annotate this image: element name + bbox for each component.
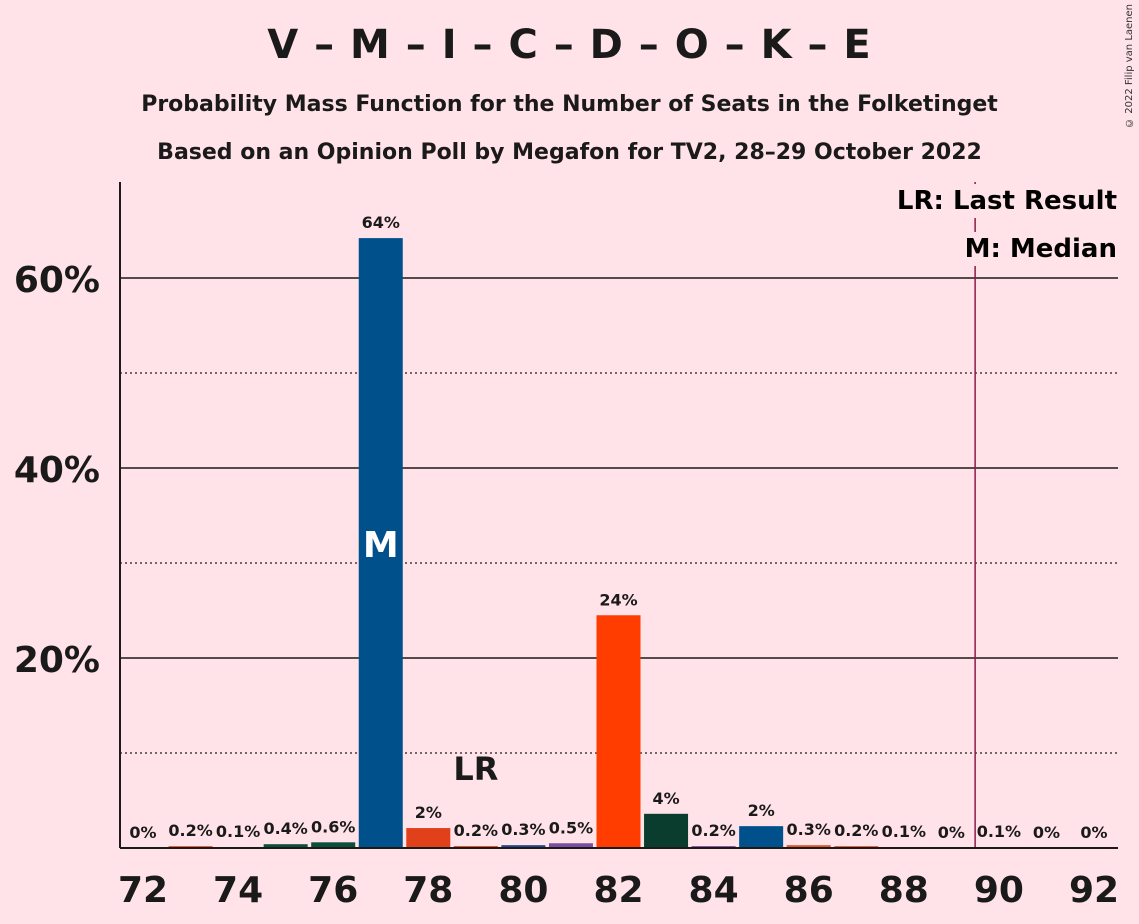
legend-median: M: Median (965, 234, 1117, 264)
bar (501, 845, 546, 848)
last-result-marker: LR (453, 750, 498, 788)
chart-source-line: Based on an Opinion Poll by Megafon for … (157, 140, 982, 165)
bar-value-label: 0% (938, 823, 965, 842)
bar-value-label: 0.3% (501, 820, 545, 839)
x-tick-label: 80 (498, 870, 548, 911)
bars-layer (168, 238, 1021, 849)
bar (263, 844, 308, 848)
bar-value-label: 2% (748, 801, 775, 820)
x-tick-label: 76 (308, 870, 358, 911)
bar-value-label: 0.3% (787, 820, 831, 839)
grid-layer (120, 182, 1118, 848)
x-tick-label: 82 (593, 870, 643, 911)
bar (311, 842, 356, 848)
x-tick-label: 78 (403, 870, 453, 911)
bar-value-label: 4% (652, 789, 679, 808)
bar-value-label: 0% (129, 823, 156, 842)
bar-value-label: 2% (415, 803, 442, 822)
bar-value-label: 0.2% (454, 821, 498, 840)
axes-layer: 20% 40% 60% 72 74 76 78 80 82 84 86 88 90 92 (14, 182, 1119, 911)
bar (358, 238, 403, 849)
x-tick-label: 84 (689, 870, 739, 911)
bar-value-label: 0.1% (977, 822, 1021, 841)
bar (739, 826, 784, 848)
legend-backdrop (892, 184, 1121, 218)
bar-value-label: 64% (362, 213, 400, 232)
x-tick-label: 88 (879, 870, 929, 911)
bar-value-label: 24% (599, 590, 637, 609)
bar-value-label: 0.2% (834, 821, 878, 840)
y-tick-label: 40% (14, 450, 100, 491)
bar-value-label: 0.4% (263, 819, 307, 838)
chart-title: V – M – I – C – D – O – K – E (267, 22, 872, 68)
bar-value-label: 0.2% (168, 821, 212, 840)
legend-backdrop (960, 232, 1121, 266)
x-tick-label: 86 (784, 870, 834, 911)
median-marker: M (363, 525, 399, 566)
x-tick-label: 72 (118, 870, 168, 911)
y-tick-label: 60% (14, 260, 100, 301)
labels-layer: 0% 0.2% 0.1% 0.4% 0.6%64%2%0.2% 0.3% 0.5%24%4%… (129, 213, 1107, 842)
bar-value-label: 0.6% (311, 817, 355, 836)
bar (596, 615, 641, 848)
bar-value-label: 0.5% (549, 818, 593, 837)
bar-value-label: 0.1% (216, 822, 260, 841)
bar-value-label: 0.2% (691, 821, 735, 840)
bar (786, 845, 831, 848)
bar (548, 843, 593, 848)
x-tick-label: 90 (974, 870, 1024, 911)
chart-subtitle: Probability Mass Function for the Number… (141, 92, 998, 117)
bar (644, 813, 689, 848)
x-tick-label: 74 (213, 870, 263, 911)
y-tick-label: 20% (14, 640, 100, 681)
bar-value-label: 0.1% (882, 822, 926, 841)
legend-last-result: LR: Last Result (897, 186, 1117, 216)
bar-value-label: 0% (1033, 823, 1060, 842)
x-tick-label: 92 (1069, 870, 1119, 911)
bar (406, 828, 451, 848)
bar-value-label: 0% (1080, 823, 1107, 842)
